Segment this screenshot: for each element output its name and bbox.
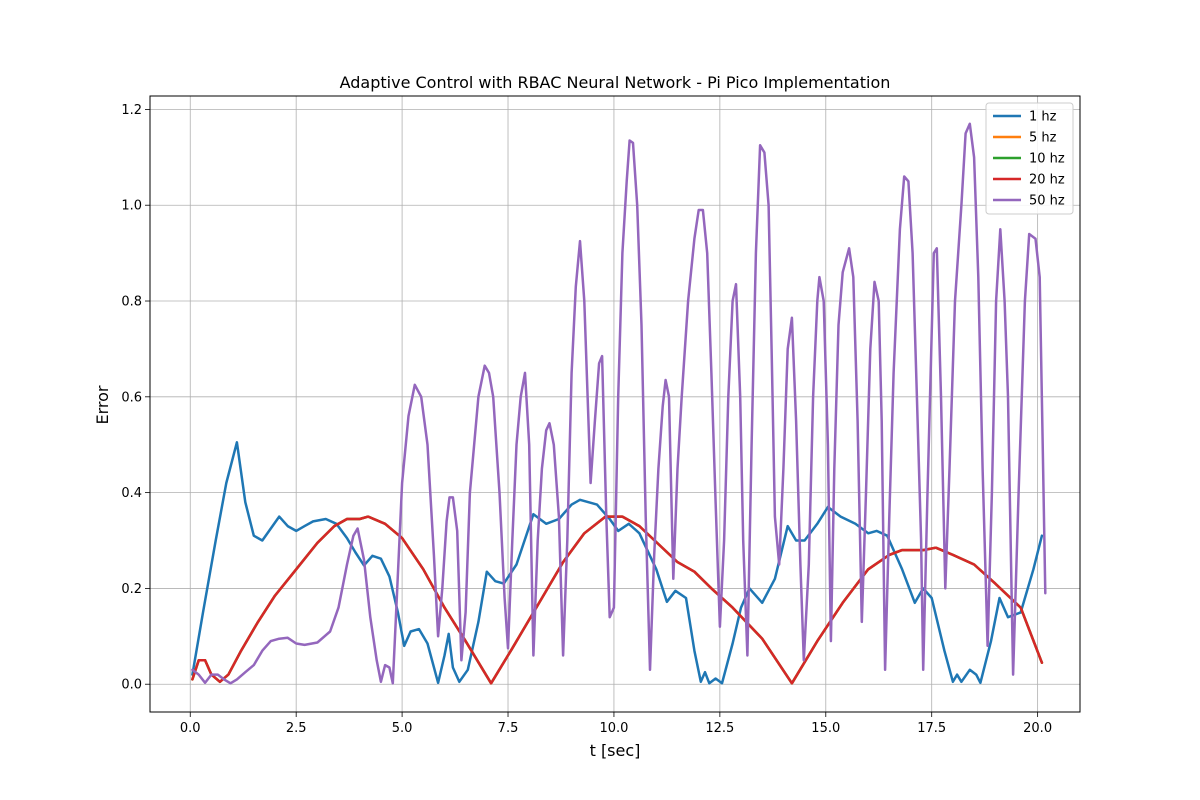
series-line-50-hz — [191, 122, 1047, 685]
y-tick-label: 0.0 — [121, 678, 142, 693]
legend-label: 1 hz — [1029, 110, 1057, 125]
y-axis-ticks: 0.0 0.2 0.4 0.6 0.8 1.0 1.2 — [121, 103, 150, 693]
x-tick-label: 20.0 — [1023, 721, 1052, 736]
y-tick-label: 0.6 — [121, 390, 142, 405]
legend-label: 5 hz — [1029, 131, 1057, 146]
y-tick-label: 0.2 — [121, 582, 142, 597]
legend-box — [985, 102, 1074, 215]
plot-frame — [149, 95, 1081, 713]
series-line-1-hz — [191, 441, 1044, 685]
x-axis-ticks: 0.0 2.5 5.0 7.5 10.0 12.5 15.0 17.5 20.0 — [180, 712, 1052, 736]
legend-label: 20 hz — [1029, 173, 1065, 188]
x-tick-label: 12.5 — [705, 721, 734, 736]
y-tick-label: 1.0 — [121, 199, 142, 214]
legend-label: 50 hz — [1029, 194, 1065, 209]
y-axis-label: Error — [93, 385, 112, 424]
y-tick-label: 1.2 — [121, 103, 142, 118]
x-tick-label: 0.0 — [180, 721, 201, 736]
series-lines — [191, 122, 1047, 685]
x-tick-label: 2.5 — [286, 721, 307, 736]
x-tick-label: 17.5 — [917, 721, 946, 736]
series-line-20-hz — [191, 515, 1044, 685]
x-tick-label: 10.0 — [599, 721, 628, 736]
legend: 1 hz 5 hz 10 hz 20 hz 50 hz — [985, 102, 1074, 215]
x-tick-label: 7.5 — [498, 721, 519, 736]
y-tick-label: 0.8 — [121, 295, 142, 310]
legend-label: 10 hz — [1029, 152, 1065, 167]
x-tick-label: 5.0 — [392, 721, 413, 736]
y-tick-label: 0.4 — [121, 486, 142, 501]
x-tick-label: 15.0 — [811, 721, 840, 736]
chart-title: Adaptive Control with RBAC Neural Networ… — [340, 73, 891, 92]
x-axis-label: t [sec] — [590, 741, 641, 760]
